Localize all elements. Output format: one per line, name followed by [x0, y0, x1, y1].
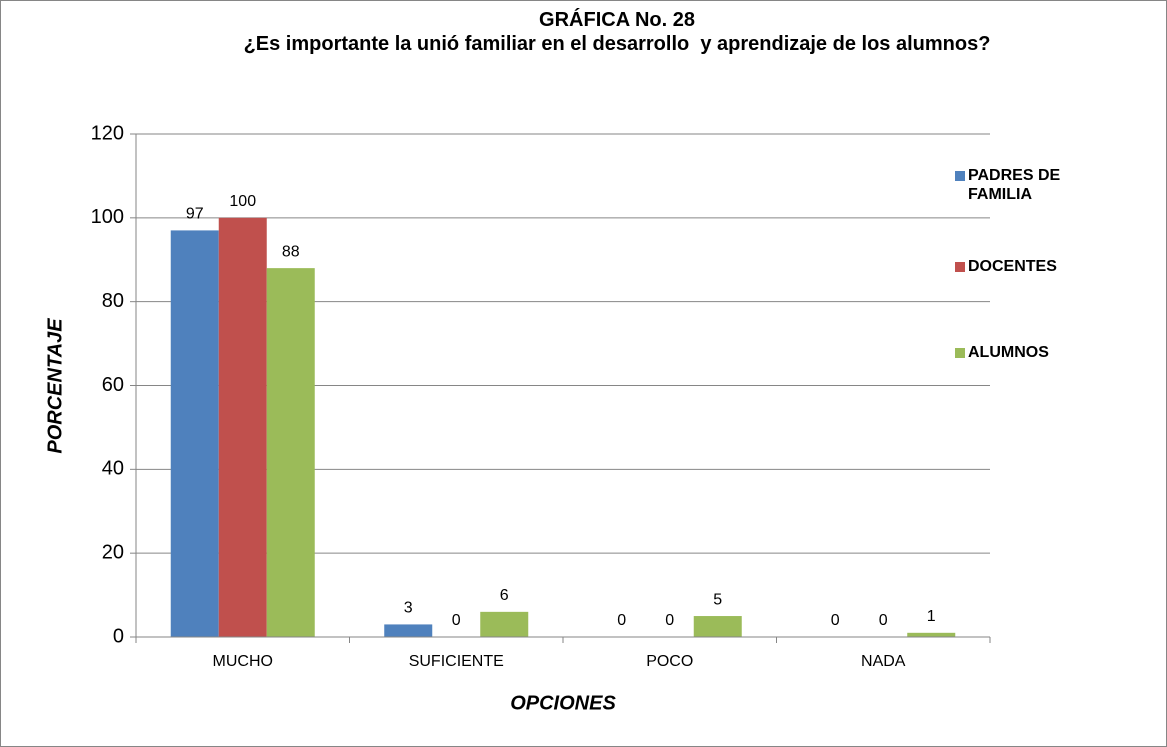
data-label: 0 — [665, 612, 674, 629]
y-tick-label: 0 — [113, 625, 124, 647]
y-tick-label: 120 — [91, 122, 124, 144]
legend-label: ALUMNOS — [968, 344, 1049, 361]
data-label: 1 — [927, 608, 936, 625]
legend-swatch — [955, 171, 965, 181]
data-label: 97 — [186, 206, 204, 223]
data-label: 5 — [713, 591, 722, 608]
x-tick-label: NADA — [861, 653, 906, 670]
bar — [693, 616, 742, 637]
data-label: 0 — [617, 612, 626, 629]
bar — [907, 632, 956, 637]
data-label: 0 — [879, 612, 888, 629]
y-tick-label: 20 — [102, 541, 124, 563]
bar — [218, 217, 267, 638]
data-label: 100 — [229, 193, 256, 210]
legend-swatch — [955, 348, 965, 358]
x-tick-label: POCO — [646, 653, 693, 670]
bar — [170, 230, 219, 638]
data-label: 0 — [452, 612, 461, 629]
x-tick-label: SUFICIENTE — [409, 653, 504, 670]
y-tick-label: 100 — [91, 206, 124, 228]
data-label: 3 — [404, 600, 413, 617]
bar — [384, 624, 433, 637]
legend-swatch — [955, 262, 965, 272]
data-label: 0 — [831, 612, 840, 629]
y-tick-label: 40 — [102, 458, 124, 480]
chart-title: GRÁFICA No. 28 — [539, 9, 695, 31]
x-axis-label: OPCIONES — [510, 692, 616, 714]
legend-label: DOCENTES — [968, 258, 1057, 275]
bar — [266, 268, 315, 637]
bar — [480, 611, 529, 637]
data-label: 88 — [282, 243, 300, 260]
chart-subtitle: ¿Es importante la unió familiar en el de… — [243, 33, 991, 55]
y-tick-label: 60 — [102, 374, 124, 396]
y-tick-label: 80 — [102, 290, 124, 312]
y-axis-label: PORCENTAJE — [44, 318, 66, 454]
legend-label: PADRES DE FAMILIA — [968, 167, 1061, 203]
data-label: 6 — [500, 587, 509, 604]
x-tick-label: MUCHO — [213, 653, 273, 670]
